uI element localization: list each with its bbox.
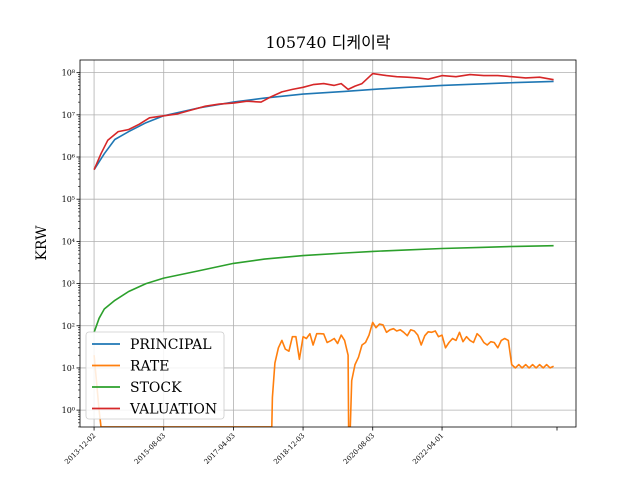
y-tick-label: 10⁴ bbox=[62, 237, 75, 246]
legend: PRINCIPAL RATE STOCK VALUATION bbox=[85, 331, 225, 420]
legend-label-rate: RATE bbox=[130, 359, 169, 375]
series-line-stock bbox=[93, 244, 554, 333]
y-tick-label: 10⁷ bbox=[62, 111, 75, 120]
legend-label-valuation: VALUATION bbox=[129, 402, 217, 418]
y-tick-label: 10¹ bbox=[62, 364, 75, 373]
series-line-principal bbox=[93, 80, 554, 171]
series-line-valuation bbox=[93, 72, 554, 171]
y-tick-label: 10⁵ bbox=[62, 195, 75, 204]
y-tick-label: 10³ bbox=[62, 280, 75, 289]
y-tick-label: 10² bbox=[62, 322, 75, 331]
y-axis-label: KRW bbox=[34, 225, 50, 261]
series-line-rate bbox=[93, 321, 554, 427]
y-tick-label: 10⁶ bbox=[62, 153, 75, 162]
data-series bbox=[93, 72, 554, 427]
y-tick-label: 10⁰ bbox=[62, 406, 75, 415]
chart-title: 105740 디케이락 bbox=[265, 33, 390, 52]
legend-label-stock: STOCK bbox=[130, 380, 182, 396]
y-tick-label: 10⁸ bbox=[62, 69, 75, 78]
legend-label-principal: PRINCIPAL bbox=[130, 337, 212, 353]
legend-box bbox=[85, 331, 225, 420]
